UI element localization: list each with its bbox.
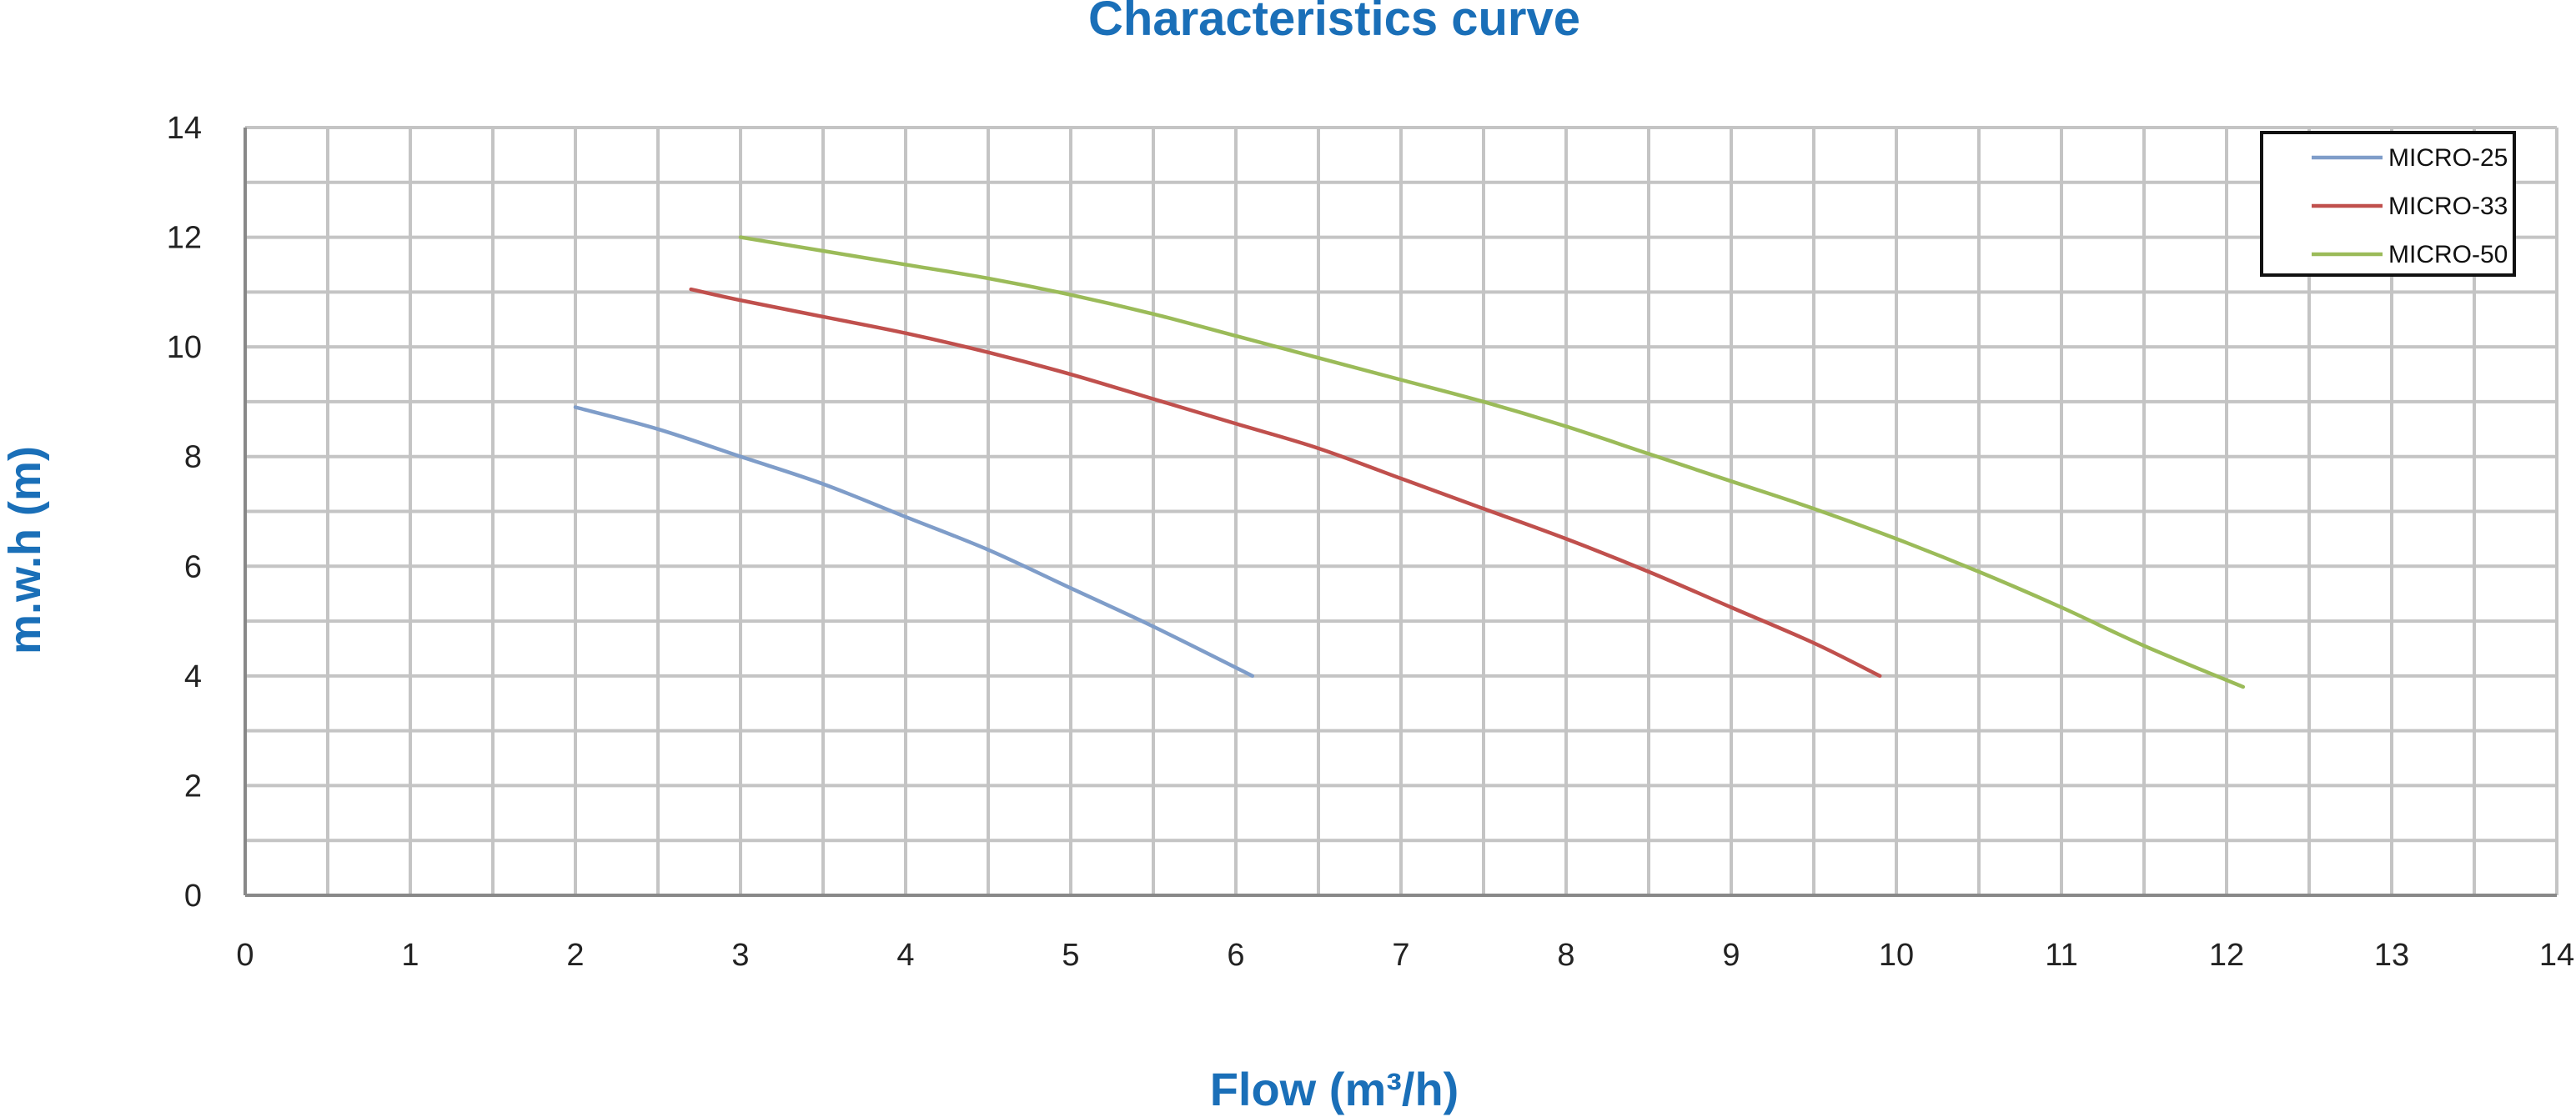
x-tick-label: 6 [1227,938,1244,973]
plot-axes [244,128,2557,897]
legend-box [2260,131,2516,277]
series-lines [573,235,2246,689]
x-tick-label: 4 [896,938,914,973]
legend: MICRO-25 MICRO-33 MICRO-50 [2260,131,2516,277]
series-line-micro-50 [738,235,2246,689]
x-tick-label: 8 [1557,938,1574,973]
y-tick-label: 14 [167,111,202,146]
legend-label: MICRO-25 [2388,144,2508,172]
x-tick-label: 14 [2539,938,2574,973]
y-tick-label: 6 [184,549,202,584]
plot-grid [244,126,2558,897]
y-tick-label: 12 [167,221,202,256]
x-tick-label: 9 [1722,938,1740,973]
legend-label: MICRO-50 [2388,241,2508,268]
x-tick-label: 1 [401,938,419,973]
chart-title: Characteristics curve [1088,0,1580,46]
x-tick-label: 13 [2374,938,2409,973]
x-tick-label: 11 [2045,938,2077,973]
x-tick-label: 12 [2209,938,2244,973]
x-tick-label: 3 [731,938,749,973]
x-tick-label: 5 [1062,938,1079,973]
series-line-micro-25 [573,405,1255,679]
legend-label: MICRO-33 [2388,193,2508,220]
y-axis-label: m.w.h (m) [0,446,50,654]
y-tick-label: 0 [184,879,202,914]
y-axis-ticks: 0 2 4 6 8 10 12 14 [167,111,202,914]
y-tick-label: 4 [184,659,202,694]
x-tick-label: 10 [1879,938,1914,973]
y-tick-label: 8 [184,440,202,475]
x-tick-label: 7 [1392,938,1409,973]
y-tick-label: 10 [167,330,202,365]
series-line-micro-33 [689,287,1882,679]
y-tick-label: 2 [184,769,202,804]
x-tick-label: 0 [236,938,254,973]
x-tick-label: 2 [566,938,584,973]
x-axis-ticks: 0 1 2 3 4 5 6 7 8 9 10 11 12 13 14 [236,938,2574,973]
x-axis-label: Flow (m³/h) [1210,1063,1459,1115]
